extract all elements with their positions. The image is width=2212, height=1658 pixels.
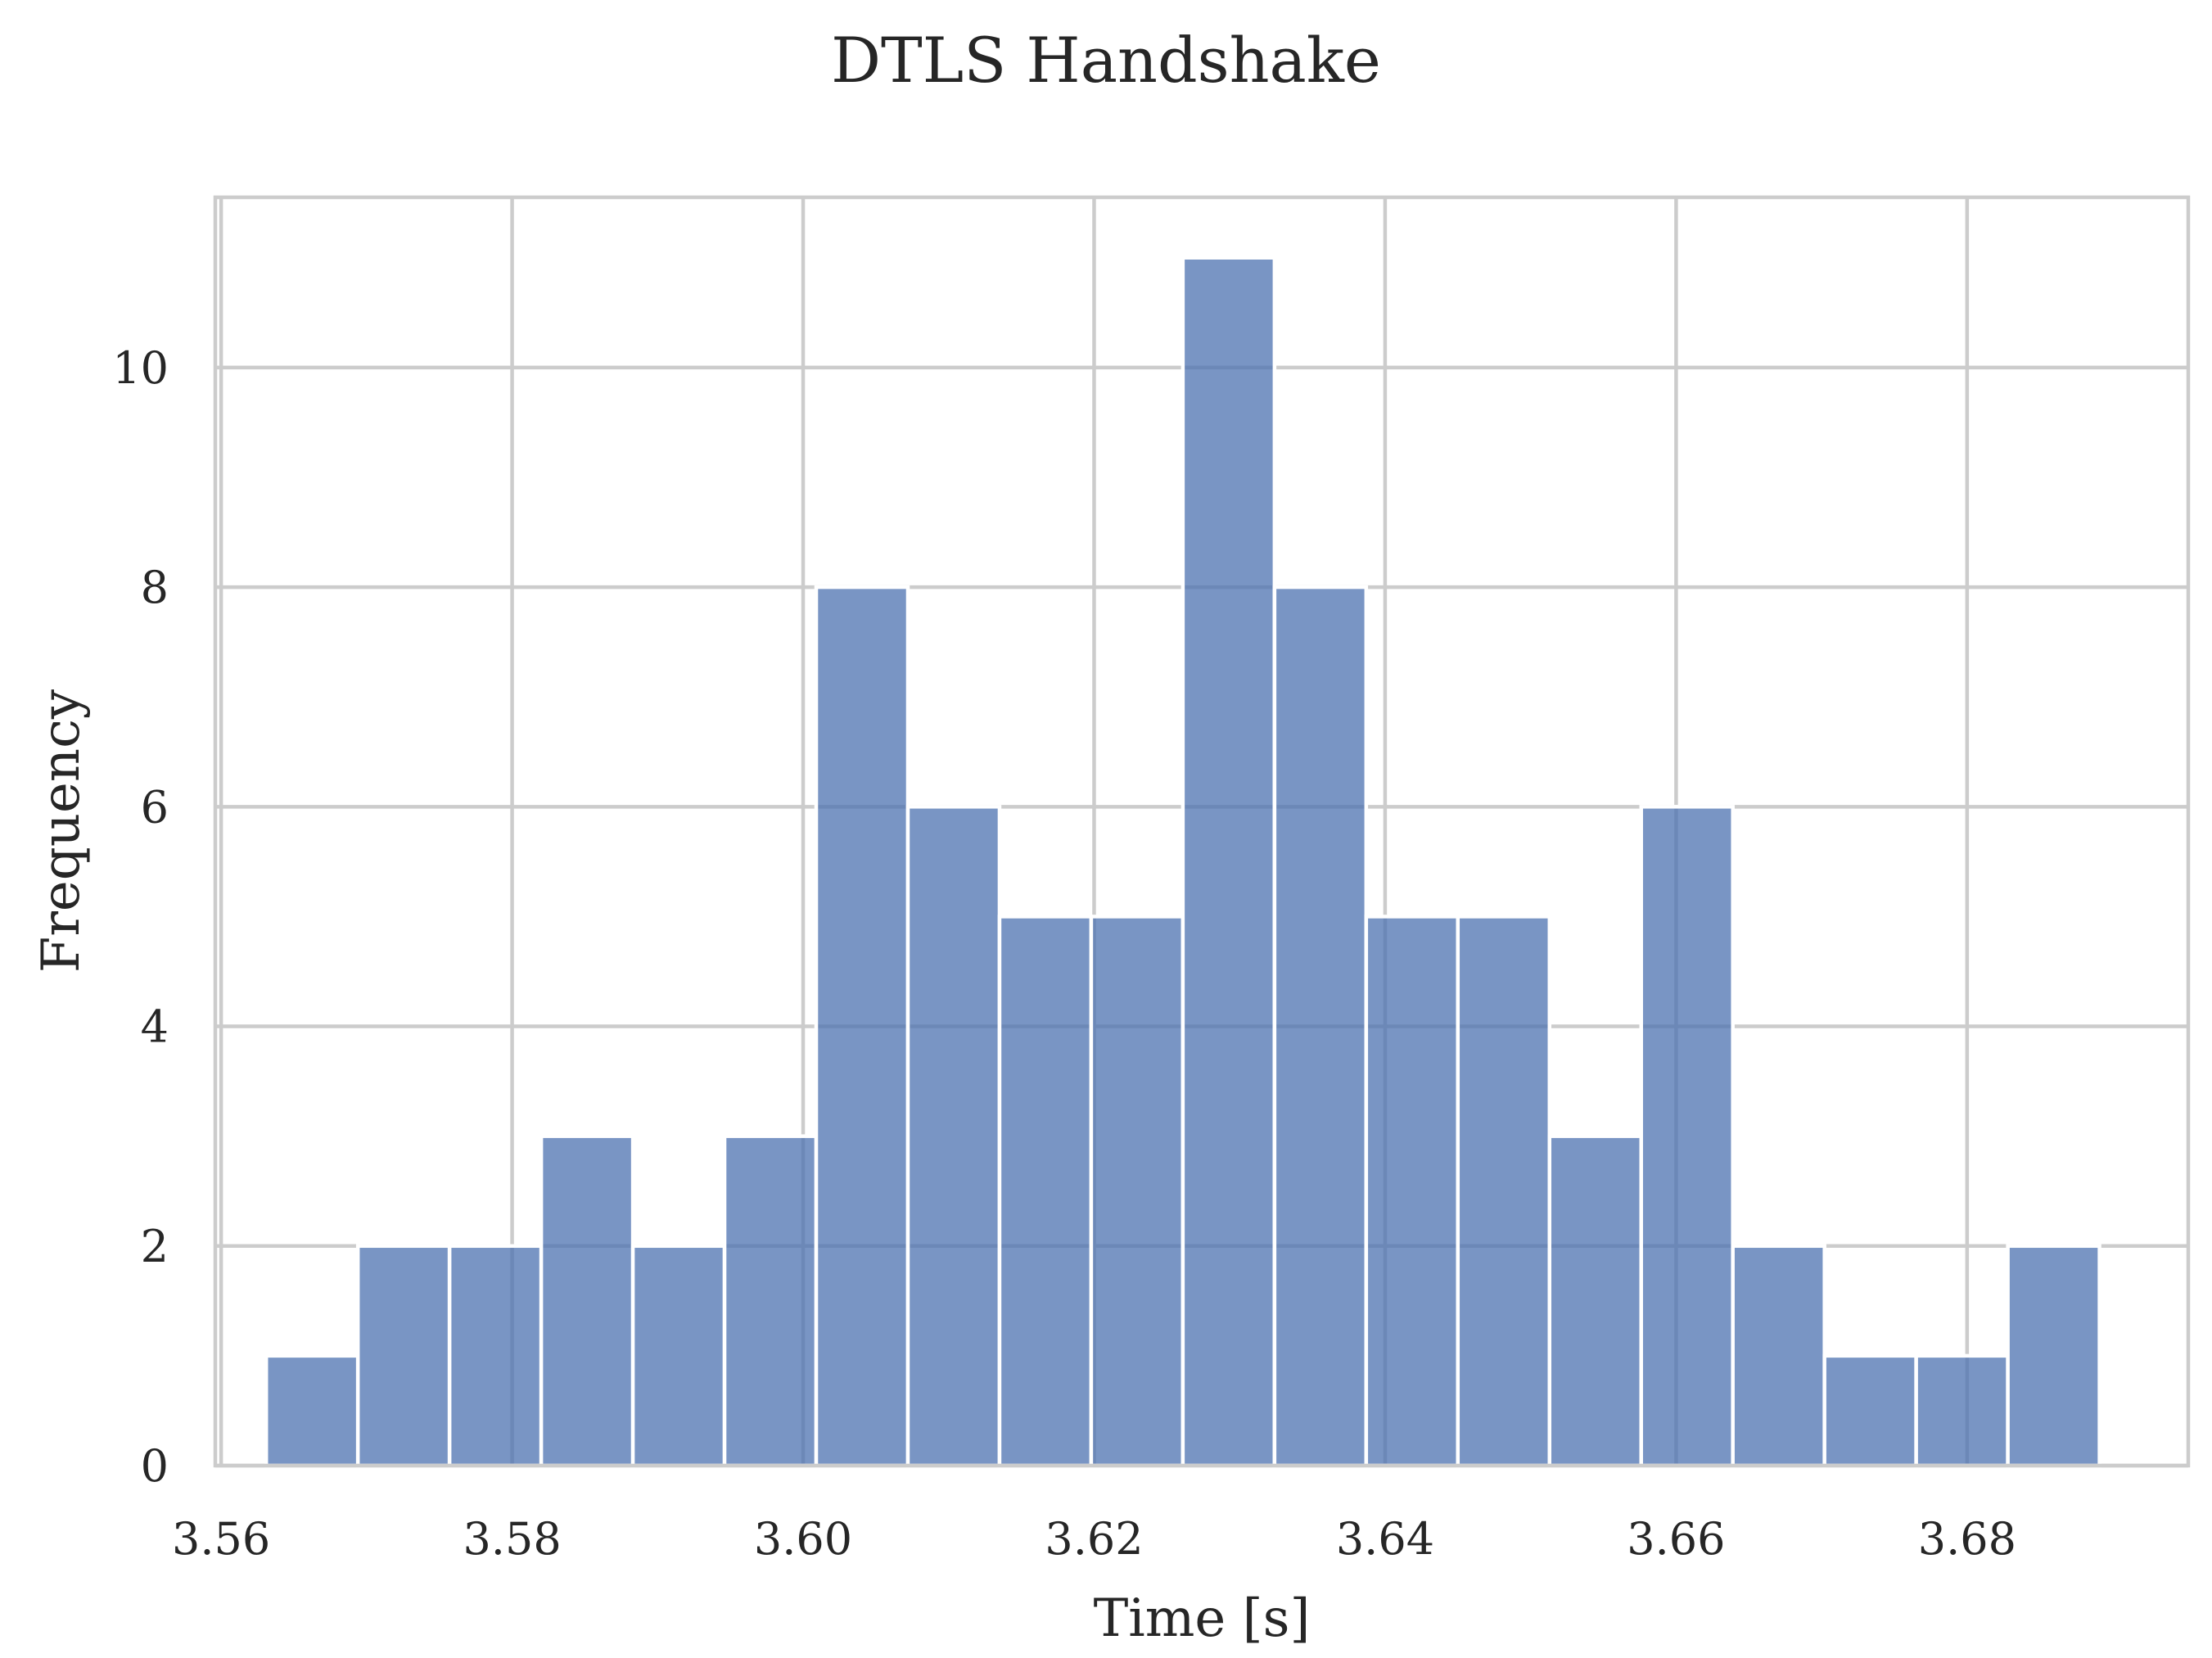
y-axis-ticks: 0 2 4 6 8 10 [112,342,169,1492]
x-tick-label: 3.60 [754,1513,852,1565]
x-tick-label: 3.56 [172,1513,270,1565]
histogram-bar [814,585,910,1468]
histogram-bar [355,1244,452,1468]
bars [264,255,2101,1468]
x-tick-label: 3.68 [1918,1513,2016,1565]
y-tick-label: 2 [141,1221,169,1272]
x-tick-label: 3.58 [463,1513,561,1565]
histogram-bar [630,1244,727,1468]
histogram-bar [1731,1244,1826,1468]
histogram-bar [1180,255,1277,1468]
histogram-bar [1456,915,1552,1468]
histogram-bar [1364,915,1460,1468]
y-tick-label: 8 [141,562,169,613]
x-axis-ticks: 3.56 3.58 3.60 3.62 3.64 3.66 3.68 [172,1513,2016,1565]
chart-title: DTLS Handshake [831,24,1381,97]
x-tick-label: 3.64 [1336,1513,1434,1565]
y-tick-label: 6 [141,781,169,833]
y-tick-label: 10 [112,342,169,394]
histogram-bar [447,1244,544,1468]
y-tick-label: 4 [141,1001,169,1053]
histogram-bar [722,1134,819,1468]
histogram-bar [2006,1244,2101,1468]
histogram-bar [1089,915,1185,1468]
y-axis-label: Frequency [31,689,92,973]
histogram-bar [1547,1134,1643,1468]
histogram-bar [264,1353,360,1468]
x-axis-label: Time [s] [1094,1588,1311,1649]
histogram-bar [905,805,1002,1468]
histogram-bar [1272,585,1369,1468]
histogram-bar [1914,1353,2010,1468]
x-tick-label: 3.66 [1627,1513,1725,1565]
histogram-bar [997,915,1094,1468]
plot-frame [213,195,2191,1468]
y-tick-label: 0 [141,1440,169,1492]
histogram-bar [1639,805,1735,1468]
histogram-bar [1822,1353,1918,1468]
x-tick-label: 3.62 [1045,1513,1143,1565]
histogram-bar [539,1134,635,1468]
